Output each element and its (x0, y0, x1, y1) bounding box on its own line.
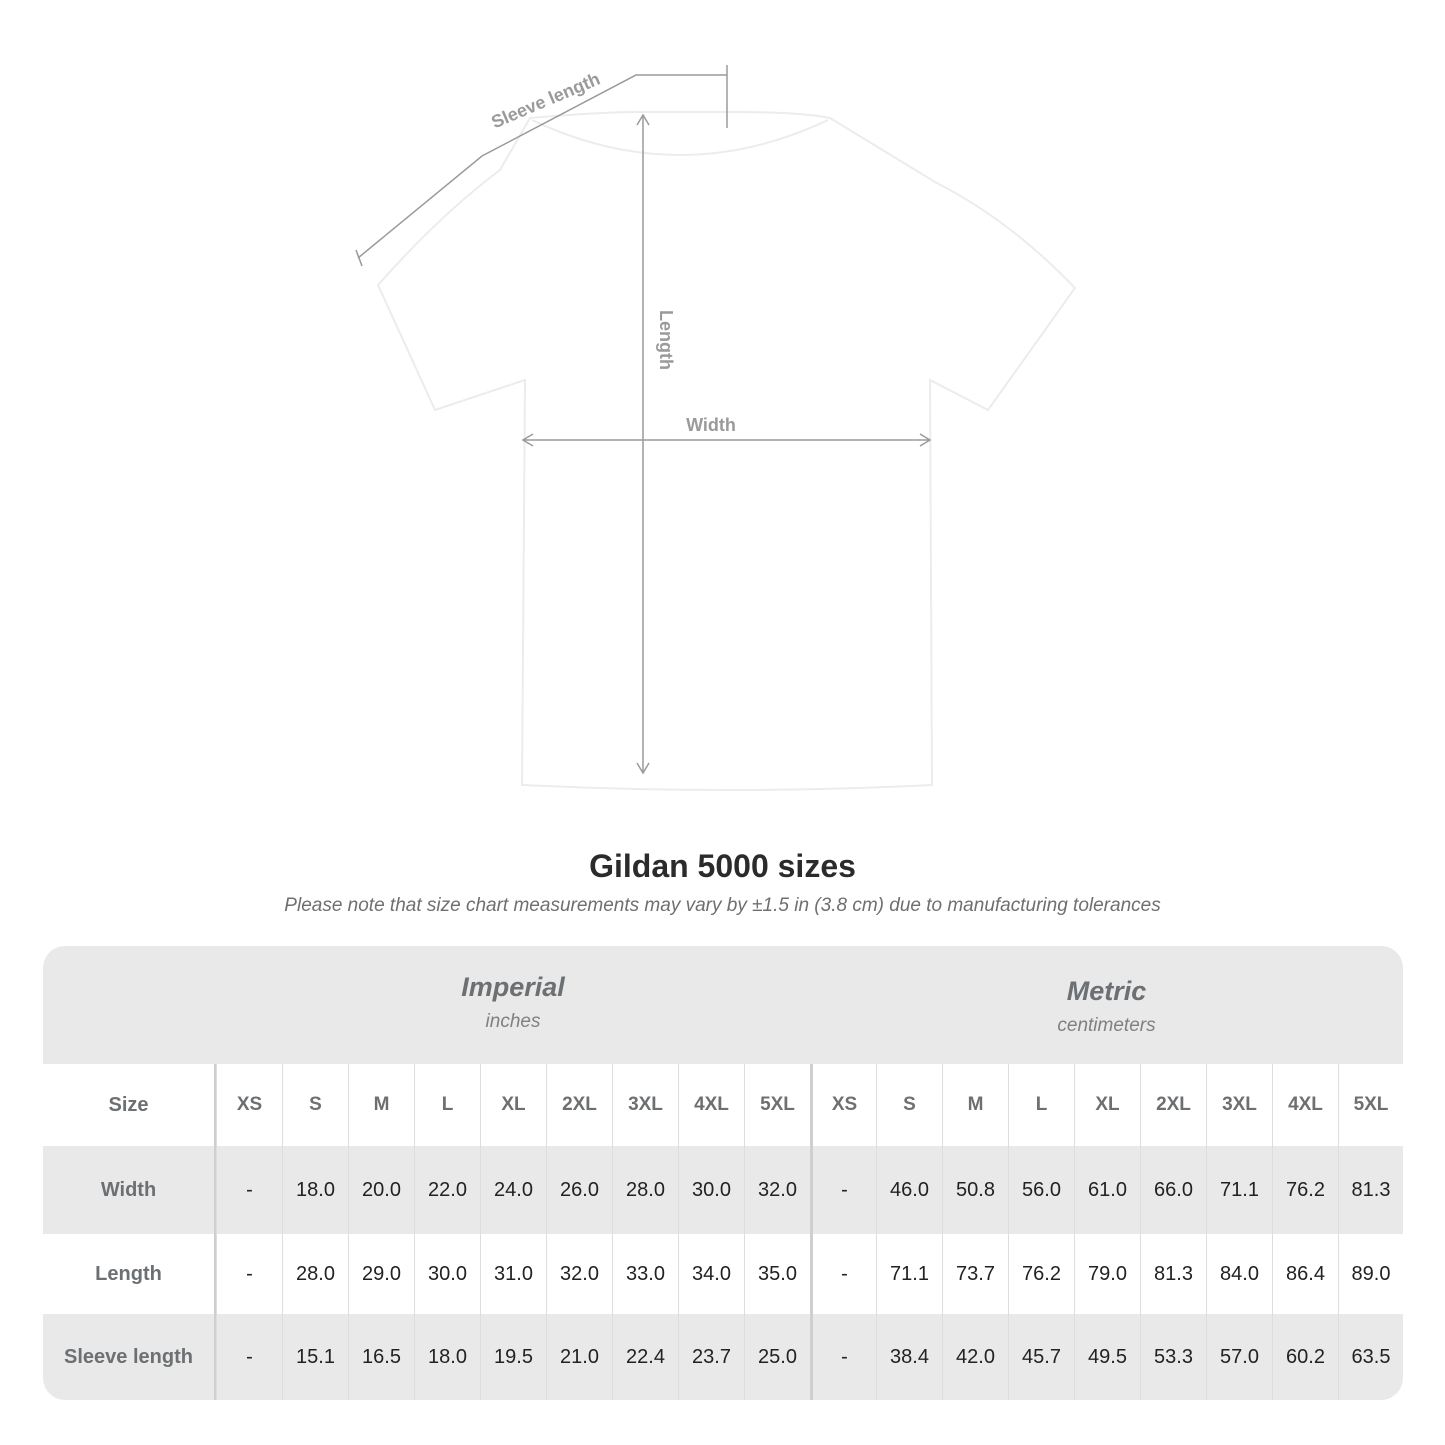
imperial-value-cell: 29.0 (348, 1234, 414, 1314)
table-row: Length -28.0 29.0 30.0 31.0 32.0 33.0 34.0 35.0-… (43, 1234, 1403, 1314)
metric-value-cell: 46.0 (876, 1146, 942, 1234)
imperial-value-cell: 34.0 (678, 1234, 744, 1314)
tolerance-note: Please note that size chart measurements… (284, 895, 1161, 916)
metric-value-cell: 84.0 (1206, 1234, 1272, 1314)
metric-size-header: 4XL (1272, 1064, 1338, 1146)
metric-size-header: XS (810, 1064, 876, 1146)
imperial-size-header: XL (480, 1064, 546, 1146)
row-label: Size (43, 1064, 216, 1146)
imperial-value-cell: 33.0 (612, 1234, 678, 1314)
sleeve-length-line (357, 74, 727, 259)
imperial-size-header: M (348, 1064, 414, 1146)
metric-size-header: 5XL (1338, 1064, 1403, 1146)
tshirt-shape (376, 111, 1077, 791)
metric-value-cell: 57.0 (1206, 1314, 1272, 1400)
metric-value-cell: 81.3 (1140, 1234, 1206, 1314)
metric-value-cell: 76.2 (1272, 1146, 1338, 1234)
metric-unit: centimeters (1057, 1015, 1156, 1036)
imperial-value-cell: 25.0 (744, 1314, 810, 1400)
metric-value-cell: - (810, 1234, 876, 1314)
metric-value-cell: 49.5 (1074, 1314, 1140, 1400)
metric-value-cell: 71.1 (1206, 1146, 1272, 1234)
imperial-size-header: L (414, 1064, 480, 1146)
metric-size-header: L (1008, 1064, 1074, 1146)
imperial-size-header: XS (216, 1064, 282, 1146)
metric-value-cell: 76.2 (1008, 1234, 1074, 1314)
metric-value-cell: 81.3 (1338, 1146, 1403, 1234)
metric-value-cell: 60.2 (1272, 1314, 1338, 1400)
metric-value-cell: 89.0 (1338, 1234, 1403, 1314)
imperial-value-cell: 19.5 (480, 1314, 546, 1400)
imperial-value-cell: 16.5 (348, 1314, 414, 1400)
imperial-value-cell: 21.0 (546, 1314, 612, 1400)
page-title: Gildan 5000 sizes (589, 848, 856, 884)
metric-value-cell: 38.4 (876, 1314, 942, 1400)
length-label: Length (656, 310, 676, 370)
imperial-size-header: 3XL (612, 1064, 678, 1146)
metric-title: Metric (1066, 976, 1147, 1006)
metric-value-cell: 63.5 (1338, 1314, 1403, 1400)
imperial-value-cell: 28.0 (282, 1234, 348, 1314)
tshirt-diagram: Sleeve length Length Width (355, 65, 1077, 791)
metric-size-header: S (876, 1064, 942, 1146)
metric-value-cell: 71.1 (876, 1234, 942, 1314)
metric-value-cell: 42.0 (942, 1314, 1008, 1400)
row-label: Width (43, 1146, 216, 1234)
imperial-size-header: 4XL (678, 1064, 744, 1146)
imperial-value-cell: 20.0 (348, 1146, 414, 1234)
metric-value-cell: 50.8 (942, 1146, 1008, 1234)
imperial-value-cell: - (216, 1234, 282, 1314)
row-label: Length (43, 1234, 216, 1314)
metric-size-header: M (942, 1064, 1008, 1146)
metric-value-cell: 73.7 (942, 1234, 1008, 1314)
imperial-title: Imperial (461, 972, 565, 1002)
imperial-value-cell: 32.0 (744, 1146, 810, 1234)
imperial-value-cell: 30.0 (414, 1234, 480, 1314)
imperial-size-header: S (282, 1064, 348, 1146)
tshirt-collar (531, 119, 829, 156)
imperial-unit: inches (485, 1011, 541, 1032)
imperial-value-cell: 31.0 (480, 1234, 546, 1314)
header-row: Size XS S M L XL 2XL 3XL 4XL 5XL XS S M L XL 2XL 3XL 4XL 5… (43, 1064, 1403, 1146)
imperial-value-cell: 28.0 (612, 1146, 678, 1234)
imperial-value-cell: 26.0 (546, 1146, 612, 1234)
metric-value-cell: 79.0 (1074, 1234, 1140, 1314)
metric-value-cell: 56.0 (1008, 1146, 1074, 1234)
imperial-value-cell: 18.0 (414, 1314, 480, 1400)
metric-size-header: 3XL (1206, 1064, 1272, 1146)
metric-header: Metric centimeters (810, 946, 1403, 1064)
size-table: Imperial inches Metric centimeters Size X… (43, 946, 1403, 1400)
imperial-value-cell: 18.0 (282, 1146, 348, 1234)
metric-value-cell: 61.0 (1074, 1146, 1140, 1234)
row-label: Sleeve length (43, 1314, 216, 1400)
metric-value-cell: 45.7 (1008, 1314, 1074, 1400)
imperial-value-cell: 35.0 (744, 1234, 810, 1314)
imperial-value-cell: 22.0 (414, 1146, 480, 1234)
table-row: Sleeve length -15.1 16.5 18.0 19.5 21.0 22.4 23… (43, 1314, 1403, 1400)
metric-value-cell: 86.4 (1272, 1234, 1338, 1314)
metric-value-cell: - (810, 1314, 876, 1400)
imperial-value-cell: 23.7 (678, 1314, 744, 1400)
metric-value-cell: - (810, 1146, 876, 1234)
metric-size-header: XL (1074, 1064, 1140, 1146)
imperial-value-cell: 30.0 (678, 1146, 744, 1234)
table-row: Width -18.0 20.0 22.0 24.0 26.0 28.0 30.0 32.0-4… (43, 1146, 1403, 1234)
imperial-value-cell: - (216, 1146, 282, 1234)
width-label: Width (686, 415, 736, 435)
imperial-value-cell: 22.4 (612, 1314, 678, 1400)
metric-value-cell: 53.3 (1140, 1314, 1206, 1400)
metric-size-header: 2XL (1140, 1064, 1206, 1146)
imperial-value-cell: 15.1 (282, 1314, 348, 1400)
imperial-size-header: 5XL (744, 1064, 810, 1146)
imperial-size-header: 2XL (546, 1064, 612, 1146)
imperial-value-cell: 24.0 (480, 1146, 546, 1234)
imperial-value-cell: - (216, 1314, 282, 1400)
imperial-header: Imperial inches (216, 946, 810, 1064)
imperial-value-cell: 32.0 (546, 1234, 612, 1314)
metric-value-cell: 66.0 (1140, 1146, 1206, 1234)
